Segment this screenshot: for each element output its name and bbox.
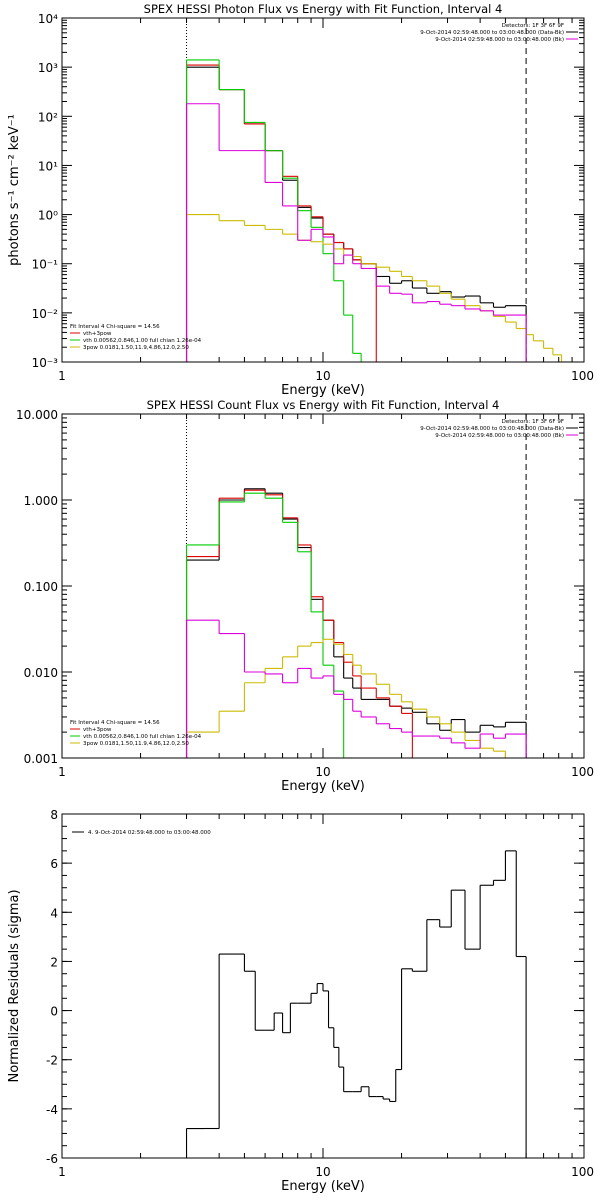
series-3	[185, 59, 362, 362]
legend-top: Detectors: 1F 3F 6F 9F9-Oct-2014 02:59:4…	[420, 23, 578, 43]
chart-title: SPEX HESSI Count Flux vs Energy with Fit…	[147, 398, 500, 412]
legend-entry-label: 9-Oct-2014 02:59:48.000 to 03:00:48.000 …	[420, 30, 564, 36]
y-tick-label: 10⁴	[38, 12, 58, 26]
legend-top: Detectors: 1F 3F 6F 9F9-Oct-2014 02:59:4…	[420, 419, 578, 439]
legend-entry-label: 9-Oct-2014 02:59:48.000 to 03:00:48.000 …	[435, 37, 564, 43]
y-tick-label: 8	[50, 808, 58, 822]
legend-entry-label: vth+3pow	[83, 331, 112, 337]
x-axis-label: Energy (keV)	[281, 779, 365, 794]
y-tick-label: 0.100	[24, 580, 58, 594]
legend-top: 4. 9-Oct-2014 02:59:48.000 to 03:00:48.0…	[72, 830, 211, 836]
y-tick-label: -2	[46, 1054, 58, 1068]
y-tick-label: 4	[50, 906, 58, 920]
legend-header: Detectors: 1F 3F 6F 9F	[502, 23, 564, 29]
legend-header: Detectors: 1F 3F 6F 9F	[502, 419, 564, 425]
x-tick-label: 1	[58, 1165, 66, 1179]
y-tick-label: 6	[50, 857, 58, 871]
y-axis: 10⁻³ 10⁻² 10⁻¹ 10⁰ 10¹ 10² 10³ 10⁴	[32, 12, 584, 370]
series-3	[185, 492, 353, 758]
chart-panel-2: SPEX HESSI Count Flux vs Energy with Fit…	[16, 398, 594, 794]
legend-entry-label: vth 0.00562,0.846,1.00 full chian 1.26e-…	[83, 338, 202, 344]
legend-bottom: Fit Interval 4 Chi-square = 14.56vth+3po…	[70, 324, 202, 351]
series-4	[185, 214, 573, 362]
y-axis: -6 -4 -2 0 2 4 6 8	[46, 808, 584, 1166]
legend-entry-label: 9-Oct-2014 02:59:48.000 to 03:00:48.000 …	[435, 433, 564, 439]
chart-panel-1: SPEX HESSI Photon Flux vs Energy with Fi…	[7, 2, 594, 398]
series-2	[185, 64, 377, 362]
y-tick-label: 10.000	[16, 408, 58, 422]
legend-entry-label: 3pow 0.0181,1.50,11.9,4.86,12.0,2.50	[83, 345, 189, 351]
x-axis-label: Energy (keV)	[281, 1179, 365, 1194]
series-1	[185, 66, 527, 362]
y-axis: 0.001 0.010 0.100 1.000 10.000	[16, 408, 584, 766]
y-tick-label: 10⁻²	[32, 307, 59, 321]
plot-frame	[61, 413, 585, 759]
y-tick-label: 10²	[38, 110, 58, 124]
legend-entry-label: vth+3pow	[83, 727, 112, 733]
legend-entry-label: vth 0.00562,0.846,1.00 full chian 1.26e-…	[83, 734, 202, 740]
y-tick-label: 10⁰	[38, 209, 58, 223]
x-tick-label: 1	[58, 369, 66, 383]
fit-legend-header: Fit Interval 4 Chi-square = 14.56	[70, 720, 160, 726]
series-5	[185, 619, 527, 758]
x-tick-label: 10	[315, 765, 330, 779]
data-series-group	[185, 488, 527, 758]
series-1	[185, 488, 527, 758]
legend-bottom: Fit Interval 4 Chi-square = 14.56vth+3po…	[70, 720, 202, 747]
x-tick-label: 100	[571, 369, 594, 383]
plot-frame	[61, 813, 585, 1159]
y-tick-label: 10³	[38, 61, 58, 75]
y-tick-label: 0.010	[24, 666, 58, 680]
data-series-group	[185, 850, 527, 1158]
legend-entry-label: 4. 9-Oct-2014 02:59:48.000 to 03:00:48.0…	[88, 830, 211, 836]
x-tick-label: 10	[315, 1165, 330, 1179]
chart-panel-3: 1 10 100 Energy (keV) -6 -4 -2 0 2 4 6 8 Normalized …	[7, 808, 594, 1194]
y-tick-label: -4	[46, 1103, 58, 1117]
y-tick-label: -6	[46, 1152, 58, 1166]
x-tick-label: 10	[315, 369, 330, 383]
legend-entry-label: 3pow 0.0181,1.50,11.9,4.86,12.0,2.50	[83, 741, 189, 747]
series-1	[185, 850, 527, 1158]
y-tick-label: 2	[50, 955, 58, 969]
y-tick-label: 10⁻¹	[32, 258, 59, 272]
y-tick-label: 10¹	[38, 159, 58, 173]
y-axis-label: Normalized Residuals (sigma)	[7, 889, 22, 1082]
y-axis-label: photons s⁻¹ cm⁻² keV⁻¹	[7, 114, 22, 266]
plot-frame	[61, 17, 585, 363]
x-axis-label: Energy (keV)	[281, 383, 365, 398]
y-tick-label: 0	[50, 1005, 58, 1019]
x-tick-label: 100	[571, 765, 594, 779]
legend-entry-label: 9-Oct-2014 02:59:48.000 to 03:00:48.000 …	[420, 426, 564, 432]
y-tick-label: 1.000	[24, 494, 58, 508]
x-axis: 1 10 100	[58, 414, 594, 779]
x-tick-label: 1	[58, 765, 66, 779]
x-axis: 1 10 100	[58, 814, 594, 1179]
series-5	[185, 103, 527, 362]
series-4	[185, 638, 506, 758]
x-tick-label: 100	[571, 1165, 594, 1179]
data-series-group	[185, 59, 573, 362]
y-tick-label: 10⁻³	[32, 356, 59, 370]
series-2	[185, 489, 413, 758]
fit-legend-header: Fit Interval 4 Chi-square = 14.56	[70, 324, 160, 330]
chart-title: SPEX HESSI Photon Flux vs Energy with Fi…	[144, 2, 503, 16]
y-tick-label: 0.001	[24, 752, 58, 766]
